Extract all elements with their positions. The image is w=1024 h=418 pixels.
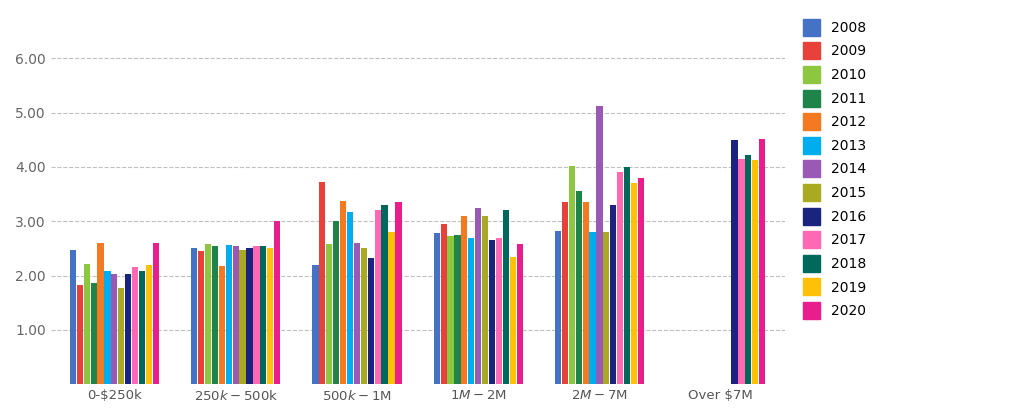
Bar	[603, 232, 609, 384]
Bar	[440, 224, 446, 384]
Bar	[347, 212, 353, 384]
Bar	[596, 106, 602, 384]
Bar	[503, 210, 509, 384]
Bar	[97, 243, 103, 384]
Bar	[738, 159, 744, 384]
Bar	[260, 246, 266, 384]
Bar	[468, 237, 474, 384]
Bar	[191, 248, 198, 384]
Bar	[333, 221, 339, 384]
Bar	[153, 243, 159, 384]
Legend: 2008, 2009, 2010, 2011, 2012, 2013, 2014, 2015, 2016, 2017, 2018, 2019, 2020: 2008, 2009, 2010, 2011, 2012, 2013, 2014…	[799, 15, 870, 323]
Bar	[360, 248, 367, 384]
Bar	[745, 155, 752, 384]
Bar	[125, 275, 131, 384]
Bar	[77, 285, 83, 384]
Bar	[84, 264, 90, 384]
Bar	[225, 245, 231, 384]
Bar	[145, 265, 152, 384]
Bar	[354, 243, 360, 384]
Bar	[139, 271, 145, 384]
Bar	[118, 288, 124, 384]
Bar	[488, 240, 496, 384]
Bar	[312, 265, 318, 384]
Bar	[253, 246, 259, 384]
Bar	[562, 202, 568, 384]
Bar	[461, 216, 468, 384]
Bar	[368, 258, 374, 384]
Bar	[475, 208, 481, 384]
Bar	[631, 183, 637, 384]
Bar	[104, 271, 111, 384]
Bar	[433, 233, 440, 384]
Bar	[583, 202, 589, 384]
Bar	[610, 205, 616, 384]
Bar	[382, 205, 388, 384]
Bar	[112, 275, 118, 384]
Bar	[212, 246, 218, 384]
Bar	[638, 178, 644, 384]
Bar	[496, 237, 502, 384]
Bar	[590, 232, 596, 384]
Bar	[759, 139, 765, 384]
Bar	[388, 232, 394, 384]
Bar	[70, 250, 76, 384]
Bar	[731, 140, 737, 384]
Bar	[617, 173, 624, 384]
Bar	[624, 167, 630, 384]
Bar	[247, 248, 253, 384]
Bar	[555, 231, 561, 384]
Bar	[375, 210, 381, 384]
Bar	[516, 244, 523, 384]
Bar	[753, 161, 759, 384]
Bar	[90, 283, 96, 384]
Bar	[455, 235, 461, 384]
Bar	[568, 166, 574, 384]
Bar	[205, 244, 211, 384]
Bar	[240, 250, 246, 384]
Bar	[198, 251, 204, 384]
Bar	[510, 257, 516, 384]
Bar	[232, 246, 239, 384]
Bar	[327, 244, 333, 384]
Bar	[482, 216, 488, 384]
Bar	[395, 202, 401, 384]
Bar	[340, 201, 346, 384]
Bar	[575, 191, 582, 384]
Bar	[274, 221, 281, 384]
Bar	[132, 268, 138, 384]
Bar	[447, 237, 454, 384]
Bar	[219, 266, 225, 384]
Bar	[267, 248, 273, 384]
Bar	[319, 182, 326, 384]
